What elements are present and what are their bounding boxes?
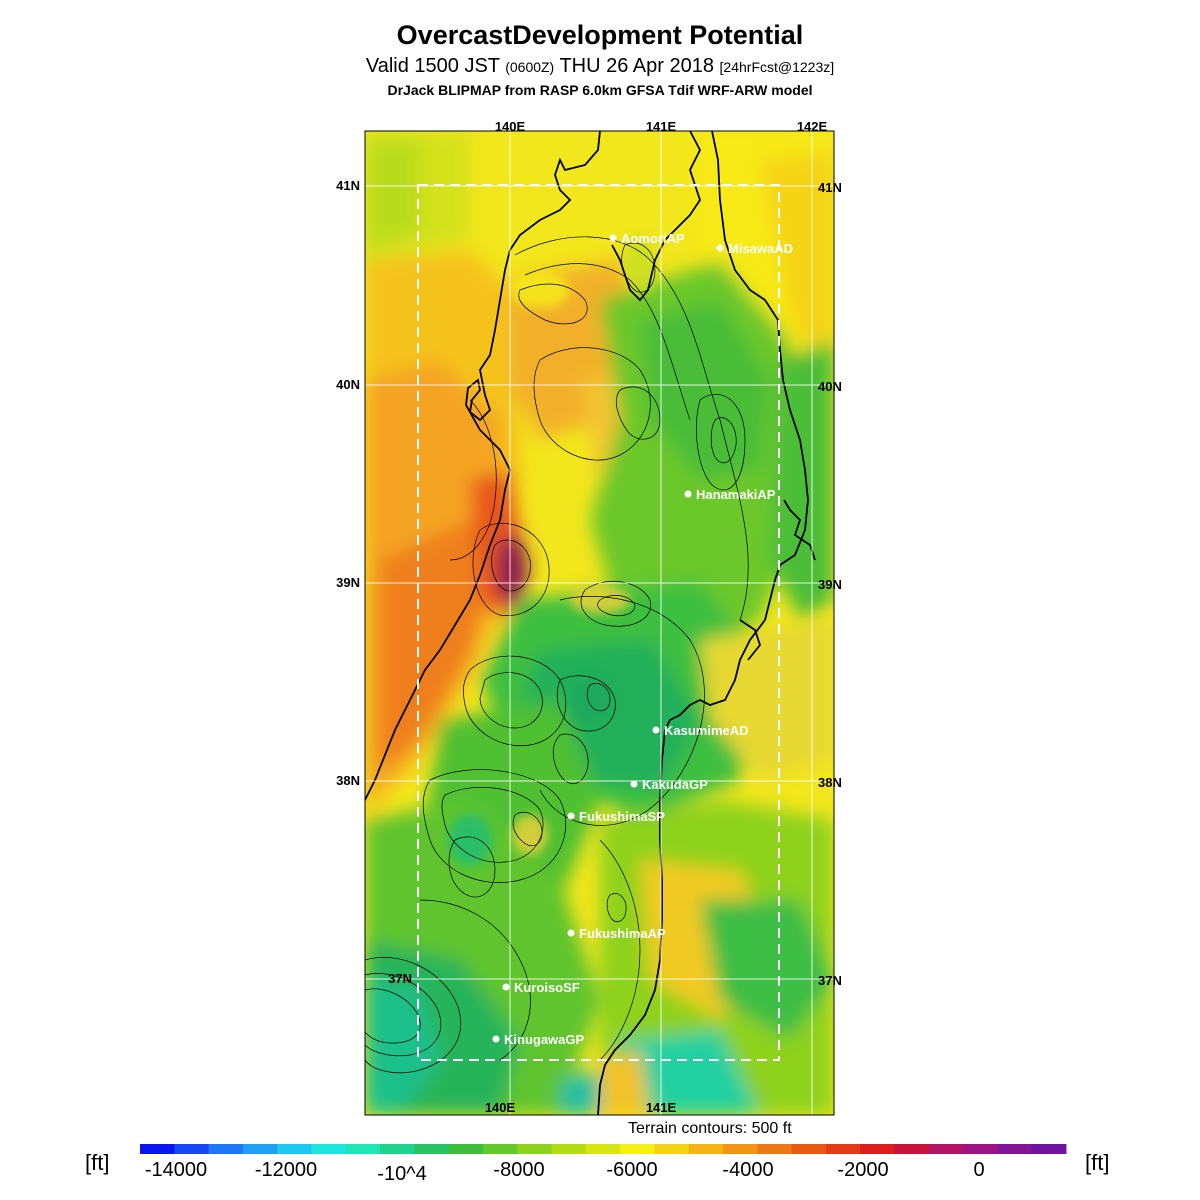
terrain-note: Terrain contours: 500 ft (628, 1120, 792, 1137)
colorbar-tick-label: -12000 (255, 1159, 317, 1181)
colorbar-swatch (345, 1144, 381, 1154)
svg-text:KinugawaGP: KinugawaGP (504, 1032, 585, 1047)
colorbar-swatch (654, 1144, 690, 1154)
colorbar-swatch (791, 1144, 827, 1154)
lon-label-141e-bottom: 141E (646, 1100, 677, 1115)
lat-label-40n-left: 40N (336, 377, 360, 392)
inner-domain-box (417, 184, 780, 1061)
colorbar-swatch (140, 1144, 175, 1154)
chart-title: OvercastDevelopment Potential (396, 20, 804, 50)
colorbar-swatch (1031, 1144, 1067, 1154)
svg-text:KakudaGP: KakudaGP (642, 777, 708, 792)
station-kinugawagp[interactable]: KinugawaGP (492, 1032, 585, 1047)
colorbar-swatch (997, 1144, 1033, 1154)
colorbar-swatch (688, 1144, 724, 1154)
colorbar-swatch (380, 1144, 415, 1154)
svg-text:FukushimaAP: FukushimaAP (579, 926, 666, 941)
valid-utc: (0600Z) (505, 59, 555, 75)
colorbar-swatch (277, 1144, 312, 1154)
forecast-info: [24hrFcst@1223z] (719, 59, 835, 75)
colorbar-tick-label: -6000 (606, 1159, 657, 1181)
station-misawaad[interactable]: MisawaAD (716, 241, 794, 256)
colorbar-swatch (482, 1144, 518, 1154)
colorbar-unit-left: [ft] (85, 1150, 110, 1175)
colorbar (140, 1144, 1067, 1154)
station-kakudagp[interactable]: KakudaGP (630, 777, 709, 792)
svg-text:MisawaAD: MisawaAD (728, 241, 793, 256)
colorbar-swatch (723, 1144, 758, 1154)
colorbar-tick-label: -14000 (145, 1159, 207, 1181)
colorbar-tick-label: 0 (973, 1159, 984, 1181)
svg-text:KasumimeAD: KasumimeAD (664, 723, 749, 738)
lat-label-39n-right: 39N (818, 577, 842, 592)
colorbar-swatch (242, 1144, 278, 1154)
valid-time: Valid 1500 JST (0600Z) THU 26 Apr 2018 [… (0, 55, 1200, 78)
colorbar-swatch (620, 1144, 655, 1154)
colorbar-swatch (963, 1144, 998, 1154)
colorbar-tick-label: -2000 (837, 1159, 888, 1181)
colorbar-unit-right: [ft] (1085, 1150, 1110, 1175)
colorbar-swatch (448, 1144, 484, 1154)
colorbar-swatch (928, 1144, 964, 1154)
svg-text:FukushimaSP: FukushimaSP (579, 809, 665, 824)
colorbar-swatch (825, 1144, 861, 1154)
colorbar-swatch (551, 1144, 587, 1154)
lon-label-142e-top: 142E (797, 119, 828, 134)
valid-date: THU 26 Apr 2018 (559, 55, 714, 77)
station-hanamakiap[interactable]: HanamakiAP (684, 487, 776, 502)
station-fukushimaap[interactable]: FukushimaAP (567, 926, 667, 941)
svg-text:AomoriAP: AomoriAP (621, 231, 685, 246)
colorbar-swatch (860, 1144, 896, 1154)
terrain-contours (365, 236, 749, 1074)
station-aomoriap[interactable]: AomoriAP (609, 231, 685, 246)
map-frame (364, 130, 835, 1116)
valid-prefix: Valid 1500 JST (365, 55, 500, 77)
svg-text:HanamakiAP: HanamakiAP (696, 487, 776, 502)
colorbar-ticks: -14000 -12000 -10^4 -8000 -6000 -4000 -2… (145, 1159, 985, 1185)
colorbar-tick-label: -4000 (722, 1159, 773, 1181)
lat-label-37n-right: 37N (818, 973, 842, 988)
lat-label-38n-left: 38N (336, 773, 360, 788)
colorbar-swatch (208, 1144, 244, 1154)
colorbar-swatch (517, 1144, 553, 1154)
colorbar-swatch (414, 1144, 450, 1154)
lat-label-41n-left: 41N (336, 178, 360, 193)
lat-label-38n-right: 38N (818, 775, 842, 790)
colorbar-swatch (311, 1144, 347, 1154)
station-fukushimasp[interactable]: FukushimaSP (567, 809, 666, 824)
station-kuroisosf[interactable]: KuroisoSF (502, 980, 580, 995)
lat-label-40n-right: 40N (818, 379, 842, 394)
lon-label-140e-bottom: 140E (485, 1100, 516, 1115)
colorbar-swatch (585, 1144, 621, 1154)
lat-label-37n-left: 37N (388, 971, 412, 986)
lat-label-41n-right: 41N (818, 180, 842, 195)
station-kasumimead[interactable]: KasumimeAD (652, 723, 749, 738)
colorbar-tick-label: -10^4 (377, 1163, 426, 1185)
lat-label-39n-left: 39N (336, 575, 360, 590)
lon-label-140e-top: 140E (495, 119, 526, 134)
model-credit: DrJack BLIPMAP from RASP 6.0km GFSA Tdif… (387, 82, 813, 98)
lon-label-141e-top: 141E (646, 119, 677, 134)
colorbar-swatch (174, 1144, 210, 1154)
colorbar-tick-label: -8000 (493, 1159, 544, 1181)
colorbar-swatch (757, 1144, 793, 1154)
colorbar-swatch (894, 1144, 930, 1154)
stations: AomoriAP MisawaAD HanamakiAP KasumimeAD … (492, 231, 794, 1047)
svg-text:KuroisoSF: KuroisoSF (514, 980, 580, 995)
